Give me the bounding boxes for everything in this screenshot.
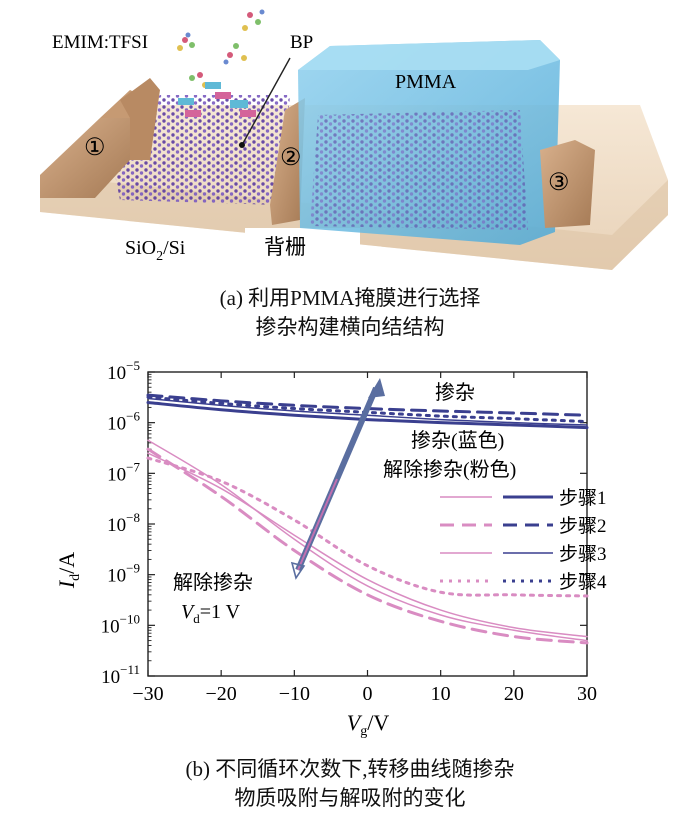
label-electrode-2: ② [280, 145, 302, 171]
bp-pointer-line [241, 57, 291, 146]
y-tick-label: 10−11 [101, 662, 140, 688]
label-bp: BP [290, 32, 313, 53]
annotation-doping: 掺杂 [435, 381, 475, 404]
label-back-gate: 背栅 [264, 235, 306, 259]
series-line-doped-1 [146, 401, 589, 430]
caption-a-line1: (a) 利用PMMA掩膜进行选择 [219, 286, 481, 310]
y-tick-label: 10−5 [107, 358, 140, 384]
electrode-3 [540, 140, 595, 228]
annotation-undoping-pink: 解除掺杂(粉色) [383, 458, 516, 481]
y-tick-label: 10−6 [107, 409, 140, 435]
legend-label: 步骤4 [559, 571, 607, 593]
legend-label: 步骤1 [559, 487, 607, 509]
x-tick-label: −20 [206, 683, 237, 705]
y-tick-label: 10−10 [101, 611, 140, 637]
label-ionic-liquid: EMIM:TFSI [52, 32, 148, 53]
y-tick-label: 10−9 [107, 561, 140, 587]
panel-a-device-schematic: EMIM:TFSI BP PMMA ① ② ③ SiO2/Si 背栅 (a) 利… [0, 0, 700, 350]
label-pmma: PMMA [395, 71, 457, 93]
chart-axes: −30 −20 −10 0 10 20 30 10−5 10−6 10−7 10−8 10−9 10−1… [101, 358, 597, 705]
series-line-undoped-4 [146, 456, 589, 598]
undoping-arrow-head [290, 561, 306, 580]
device-schematic-figure: EMIM:TFSI BP PMMA ① ② ③ SiO2/Si 背栅 [40, 9, 668, 278]
series-line-undoped-1 [147, 439, 588, 642]
pmma-mask [298, 40, 560, 245]
chart-legend: 步骤1 步骤2 步骤3 步骤4 [440, 487, 607, 593]
x-axis-label: Vg/V [347, 710, 390, 739]
caption-b-line1: (b) 不同循环次数下,转移曲线随掺杂 [185, 757, 515, 781]
annotation-doping-blue: 掺杂(蓝色) [411, 429, 504, 452]
caption-b-line2: 物质吸附与解吸附的变化 [234, 786, 466, 810]
x-tick-label: 20 [504, 683, 524, 705]
legend-label: 步骤3 [559, 543, 607, 565]
x-tick-label: −10 [279, 683, 310, 705]
series-line-undoped-3 [147, 452, 588, 638]
series-line-undoped-2 [146, 447, 589, 645]
doping-arrow-head [368, 378, 385, 398]
annotation-vd: Vd=1 V [181, 601, 241, 626]
plot-frame [147, 371, 588, 677]
electrode-2 [270, 98, 305, 225]
panel-b-transfer-curves: −30 −20 −10 0 10 20 30 10−5 10−6 10−7 10−8 10−9 10−1… [0, 352, 700, 819]
x-tick-label: 30 [577, 683, 597, 705]
caption-a-line2: 掺杂构建横向结结构 [255, 315, 445, 339]
label-electrode-3: ③ [548, 170, 570, 196]
doping-arrow [290, 378, 385, 580]
ionic-liquid-molecules [177, 9, 265, 117]
label-electrode-1: ① [84, 135, 106, 161]
electrode-1 [40, 78, 160, 198]
doping-arrow-core [297, 478, 338, 571]
y-axis-label: Id/A [54, 552, 83, 589]
y-tick-label: 10−8 [107, 510, 140, 536]
annotation-undoping: 解除掺杂 [173, 571, 253, 594]
transfer-curve-chart: −30 −20 −10 0 10 20 30 10−5 10−6 10−7 10−8 10−9 10−1… [54, 358, 607, 739]
x-tick-label: −30 [132, 683, 163, 705]
label-substrate: SiO2/Si [125, 237, 186, 264]
x-tick-label: 10 [431, 683, 451, 705]
legend-label: 步骤2 [559, 515, 607, 537]
y-tick-label: 10−7 [107, 459, 140, 485]
x-tick-label: 0 [363, 683, 373, 705]
